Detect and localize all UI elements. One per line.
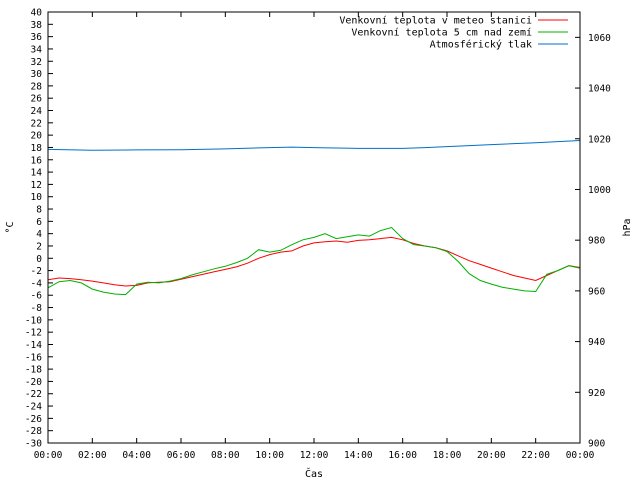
legend: Venkovní teplota v meteo staniciVenkovní… — [339, 15, 568, 51]
x-tick-label: 08:00 — [211, 450, 240, 461]
y-tick-label: -10 — [25, 315, 42, 326]
y-tick-label: 24 — [31, 106, 43, 117]
y-tick-label: 36 — [31, 32, 43, 43]
x-tick-label: 20:00 — [477, 450, 506, 461]
y-tick-label: 8 — [36, 205, 42, 216]
x-tick-label: 10:00 — [255, 450, 284, 461]
y-tick-label: 16 — [31, 155, 43, 166]
y-tick-label: 38 — [31, 20, 43, 31]
x-tick-label: 00:00 — [34, 450, 63, 461]
series-line-3 — [47, 140, 581, 151]
plot-lines — [47, 140, 581, 296]
x-axis-label: Čas — [305, 467, 323, 480]
y-tick-label: -26 — [25, 414, 42, 425]
y-axis-right: 900 920 940 960 980 1000 1020 1040 1060 — [575, 33, 611, 450]
y-tick-label: -18 — [25, 365, 42, 376]
y2-tick-label: 900 — [588, 439, 605, 450]
legend-label: Venkovní teplota v meteo stanici — [339, 15, 532, 27]
y2-tick-label: 920 — [588, 388, 605, 399]
x-tick-label: 02:00 — [78, 450, 107, 461]
x-tick-label: 16:00 — [388, 450, 417, 461]
y-tick-label: 6 — [36, 217, 42, 228]
y-tick-label: -4 — [31, 278, 43, 289]
y-tick-label: -22 — [25, 389, 42, 400]
y-tick-label: 32 — [31, 57, 42, 68]
y-tick-label: -2 — [31, 266, 42, 277]
y-tick-label: -30 — [25, 439, 42, 450]
legend-label: Venkovní teplota 5 cm nad zemí — [351, 27, 532, 39]
y-tick-label: 18 — [31, 143, 43, 154]
y-tick-label: 22 — [31, 118, 42, 129]
y-tick-label: 4 — [36, 229, 42, 240]
y2-tick-label: 1020 — [588, 134, 611, 145]
y-axis-label: °C — [5, 221, 16, 233]
y2-tick-label: 1040 — [588, 84, 611, 95]
y-tick-label: -16 — [25, 352, 42, 363]
y-tick-label: -20 — [25, 377, 42, 388]
y-tick-label: -8 — [31, 303, 43, 314]
series-line-1 — [47, 236, 581, 287]
y-tick-label: -12 — [25, 328, 42, 339]
y-tick-label: 2 — [36, 241, 42, 252]
y2-tick-label: 940 — [588, 337, 605, 348]
x-tick-label: 06:00 — [167, 450, 196, 461]
x-tick-label: 22:00 — [521, 450, 550, 461]
y-tick-label: 26 — [31, 94, 43, 105]
y2-tick-label: 980 — [588, 236, 605, 247]
y-tick-label: -28 — [25, 426, 42, 437]
x-tick-label: 14:00 — [344, 450, 373, 461]
y2-tick-label: 1060 — [588, 33, 611, 44]
series-line-2 — [47, 226, 581, 296]
y-tick-label: -6 — [31, 291, 43, 302]
y-tick-label: 10 — [31, 192, 43, 203]
x-tick-label: 00:00 — [566, 450, 595, 461]
y2-tick-label: 1000 — [588, 185, 611, 196]
y-tick-label: 0 — [36, 254, 42, 265]
y2-axis-label: hPa — [622, 218, 633, 236]
y-axis-left: -30-28-26-24-22-20-18-16-14-12-10-8-6-4-… — [25, 8, 53, 450]
y2-tick-label: 960 — [588, 286, 605, 297]
y-tick-label: 20 — [31, 131, 43, 142]
y-tick-label: 12 — [31, 180, 42, 191]
x-tick-label: 18:00 — [433, 450, 462, 461]
x-tick-label: 12:00 — [300, 450, 329, 461]
y-tick-label: 34 — [31, 44, 43, 55]
y-tick-label: -14 — [25, 340, 42, 351]
y-tick-label: 40 — [31, 8, 43, 19]
legend-label: Atmosférický tlak — [430, 39, 532, 51]
x-axis: 00:00 02:00 04:00 06:00 08:00 10:00 12:00 14:00… — [34, 12, 595, 461]
y-tick-label: 30 — [31, 69, 43, 80]
y-tick-label: 28 — [31, 81, 43, 92]
y-tick-label: 14 — [31, 168, 43, 179]
y-tick-label: -24 — [25, 402, 42, 413]
x-tick-label: 04:00 — [122, 450, 151, 461]
